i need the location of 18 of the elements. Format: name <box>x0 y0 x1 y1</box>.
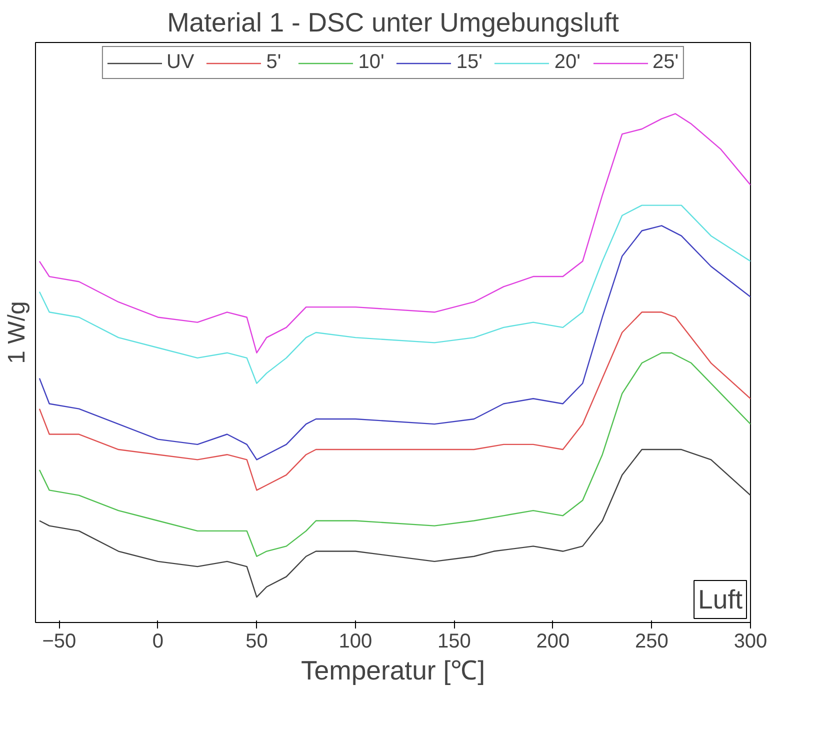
y-axis-title: 1 W/g <box>4 301 30 364</box>
x-tick-label: 250 <box>635 630 668 652</box>
legend-label: 20' <box>554 51 580 74</box>
x-tick-label: 300 <box>734 630 768 652</box>
annotation: Luft <box>698 584 744 614</box>
legend-label: 10' <box>358 51 384 74</box>
x-tick-label: 50 <box>246 630 268 652</box>
chart-title: Material 1 - DSC unter Umgebungsluft <box>167 8 620 38</box>
legend-label: UV <box>166 51 194 74</box>
x-tick-label: 100 <box>338 630 372 652</box>
x-tick-label: −50 <box>42 630 76 652</box>
legend-label: 25' <box>652 51 679 74</box>
x-tick-label: 200 <box>536 630 570 652</box>
legend-label: 5' <box>266 51 282 74</box>
x-tick-label: 0 <box>152 630 164 652</box>
legend-label: 15' <box>456 51 482 74</box>
x-axis-title: Temperatur [℃] <box>300 656 486 686</box>
x-tick-label: 150 <box>438 630 471 652</box>
